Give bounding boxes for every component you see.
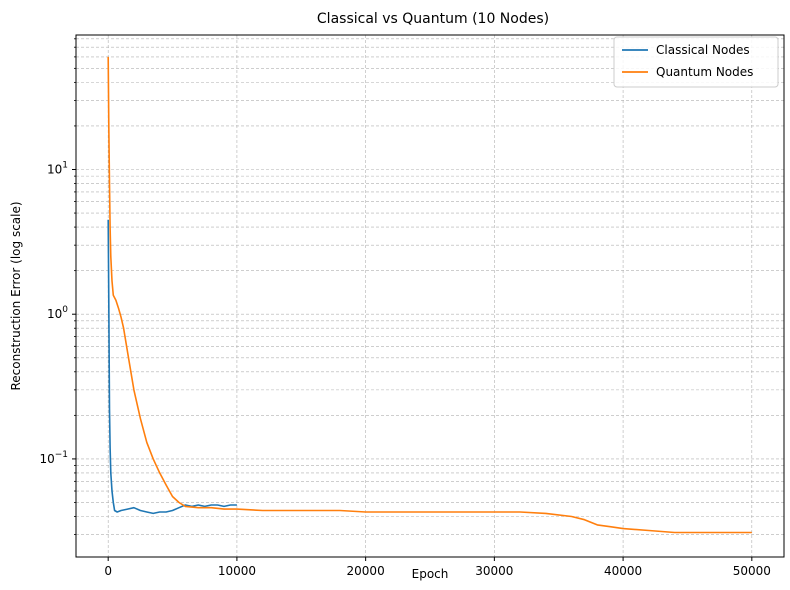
x-tick-label: 40000 xyxy=(604,564,642,578)
x-tick-label: 10000 xyxy=(218,564,256,578)
x-tick-label: 0 xyxy=(104,564,112,578)
y-axis-label: Reconstruction Error (log scale) xyxy=(9,201,23,390)
x-tick-label: 30000 xyxy=(475,564,513,578)
series-line-quantum xyxy=(107,56,752,534)
y-tick-label: 10−1 xyxy=(39,450,68,466)
y-axis: 10−1 100 101 xyxy=(39,38,76,535)
legend: Classical Nodes Quantum Nodes xyxy=(613,36,779,88)
plot-frame xyxy=(75,34,785,558)
series-lines xyxy=(107,56,752,534)
x-axis-label: Epoch xyxy=(412,567,449,581)
series-line-classical xyxy=(107,219,237,515)
legend-label-classical: Classical Nodes xyxy=(656,43,750,57)
y-tick-label: 100 xyxy=(47,305,68,321)
x-axis: 0 10000 20000 30000 40000 50000 xyxy=(104,557,771,578)
y-tick-label: 101 xyxy=(47,160,68,176)
x-tick-label: 50000 xyxy=(733,564,771,578)
x-tick-label: 20000 xyxy=(347,564,385,578)
chart-title: Classical vs Quantum (10 Nodes) xyxy=(317,11,549,27)
legend-box xyxy=(613,36,779,88)
legend-label-quantum: Quantum Nodes xyxy=(656,65,753,79)
